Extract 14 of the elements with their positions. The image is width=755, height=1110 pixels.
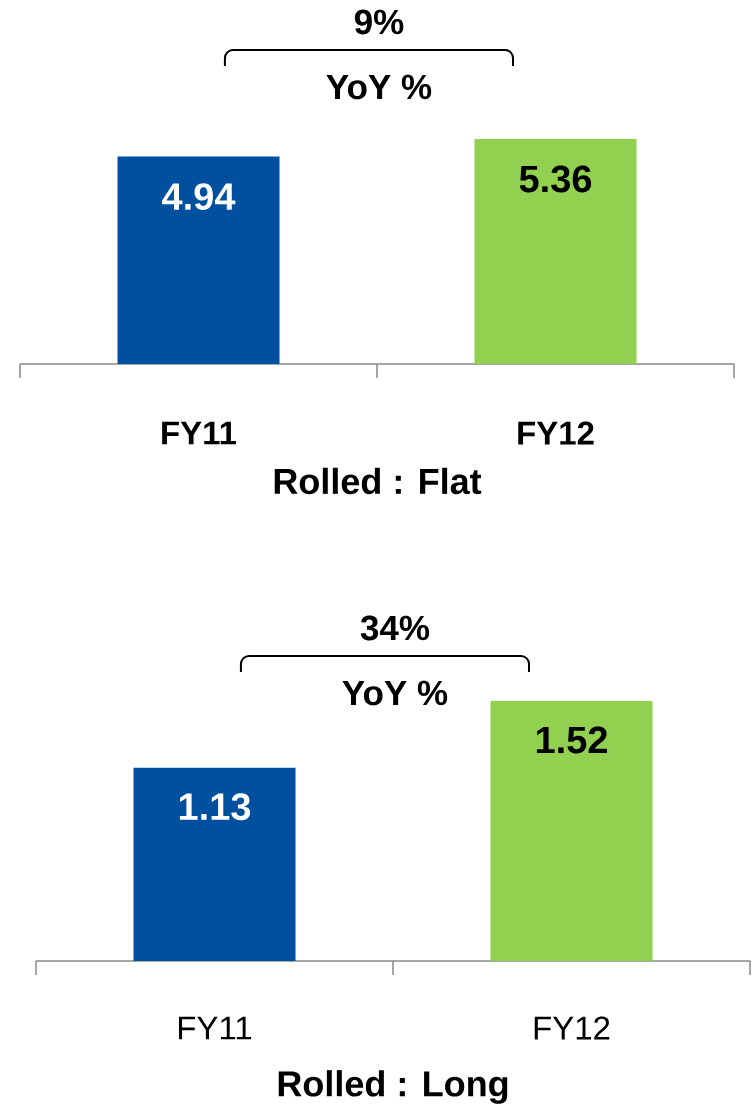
x-axis-title: Rolled : Flat bbox=[274, 467, 482, 495]
x-tick-label: FY11 bbox=[178, 1016, 252, 1040]
data-label: 1.13 bbox=[179, 793, 251, 821]
annotation: YoY % bbox=[342, 680, 448, 706]
x-tick-label: FY12 bbox=[534, 1016, 610, 1040]
text: 34% bbox=[360, 615, 430, 641]
data-label: 4.94 bbox=[162, 183, 236, 211]
text: 9% bbox=[354, 9, 404, 35]
x-tick-label: FY12 bbox=[518, 421, 594, 445]
text: YoY % bbox=[326, 74, 432, 100]
data-label: 1.52 bbox=[536, 726, 607, 754]
data-label: 5.36 bbox=[519, 165, 592, 193]
x-axis-title: Rolled : Long bbox=[278, 1070, 508, 1104]
x-tick-label: FY11 bbox=[162, 421, 237, 445]
